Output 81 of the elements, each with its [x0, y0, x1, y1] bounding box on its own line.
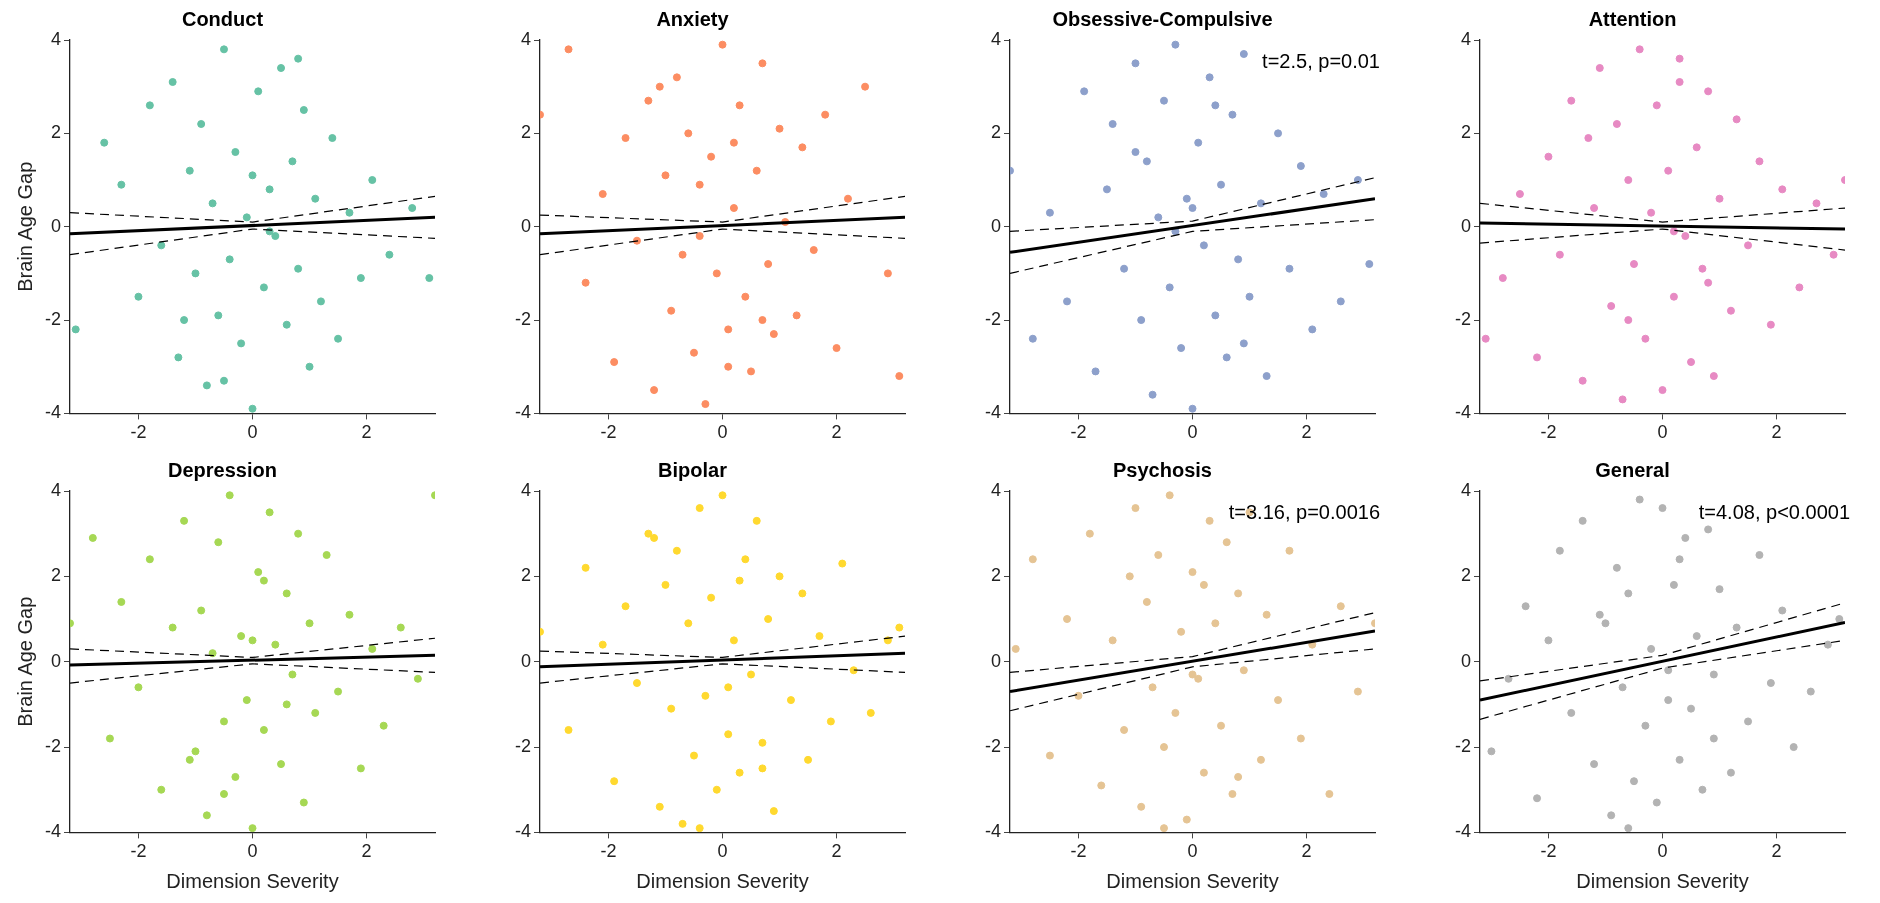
x-axis-title: Dimension Severity	[1106, 869, 1279, 892]
y-tick-label: 4	[990, 28, 1001, 49]
y-tick-label: 4	[50, 28, 61, 49]
x-axis-title: Dimension Severity	[636, 869, 809, 892]
y-tick-label: -2	[984, 736, 1001, 757]
y-tick-label: 2	[520, 122, 531, 143]
y-tick-label: 4	[990, 479, 1001, 500]
chart-title: Attention	[1588, 7, 1677, 30]
x-tick-label: 2	[361, 841, 372, 862]
x-tick-label: 0	[1187, 422, 1198, 443]
y-tick-label: 0	[1460, 215, 1471, 236]
x-tick-label: 0	[247, 422, 258, 443]
x-tick-label: 2	[831, 422, 842, 443]
y-tick-label: -4	[1454, 402, 1471, 423]
y-tick-label: 0	[990, 650, 1001, 671]
y-tick-label: 0	[50, 650, 61, 671]
x-tick-label: 2	[1771, 841, 1782, 862]
annotation: t=2.5, p=0.01	[1262, 49, 1380, 72]
x-tick-label: 2	[1301, 841, 1312, 862]
x-tick-label: -2	[600, 422, 617, 443]
y-tick-label: 2	[1460, 122, 1471, 143]
y-tick-label: -2	[1454, 736, 1471, 757]
y-tick-label: -4	[44, 821, 61, 842]
y-tick-label: 4	[50, 479, 61, 500]
y-tick-label: -2	[514, 309, 531, 330]
y-tick-label: -4	[984, 821, 1001, 842]
y-tick-label: -2	[514, 736, 531, 757]
y-tick-label: 2	[50, 565, 61, 586]
y-axis-title: Brain Age Gap	[13, 596, 36, 727]
y-tick-label: 0	[1460, 650, 1471, 671]
y-tick-label: 4	[520, 28, 531, 49]
x-tick-label: 2	[1771, 422, 1782, 443]
x-tick-label: -2	[130, 841, 147, 862]
x-tick-label: 0	[1187, 841, 1198, 862]
x-tick-label: 2	[1301, 422, 1312, 443]
x-tick-label: -2	[1540, 841, 1557, 862]
y-tick-label: -4	[984, 402, 1001, 423]
x-tick-label: 0	[247, 841, 258, 862]
x-tick-label: -2	[1070, 841, 1087, 862]
y-tick-label: -4	[44, 402, 61, 423]
annotation: t=4.08, p<0.0001	[1698, 500, 1850, 523]
y-tick-label: -2	[44, 309, 61, 330]
y-tick-label: 0	[520, 650, 531, 671]
y-tick-label: 4	[1460, 28, 1471, 49]
x-tick-label: -2	[130, 422, 147, 443]
chart-title: Psychosis	[1113, 458, 1212, 481]
chart-title: Bipolar	[658, 458, 728, 481]
y-tick-label: -2	[1454, 309, 1471, 330]
y-tick-label: -2	[44, 736, 61, 757]
y-tick-label: 0	[50, 215, 61, 236]
y-tick-label: 2	[990, 565, 1001, 586]
x-tick-label: 2	[831, 841, 842, 862]
y-tick-label: 4	[520, 479, 531, 500]
y-tick-label: 0	[520, 215, 531, 236]
x-tick-label: 0	[717, 841, 728, 862]
chart-title: Obsessive-Compulsive	[1052, 7, 1273, 30]
x-axis-title: Dimension Severity	[1576, 869, 1749, 892]
x-tick-label: 2	[361, 422, 372, 443]
chart-title: Depression	[168, 458, 277, 481]
chart-title: General	[1595, 458, 1670, 481]
y-tick-label: 2	[520, 565, 531, 586]
y-tick-label: -4	[514, 402, 531, 423]
x-tick-label: -2	[1070, 422, 1087, 443]
x-tick-label: -2	[1540, 422, 1557, 443]
y-axis-title: Brain Age Gap	[13, 161, 36, 292]
chart-title: Conduct	[181, 7, 264, 30]
x-tick-label: 0	[1657, 841, 1668, 862]
x-tick-label: 0	[1657, 422, 1668, 443]
chart-title: Anxiety	[656, 7, 730, 30]
y-tick-label: -2	[984, 309, 1001, 330]
x-axis-title: Dimension Severity	[166, 869, 339, 892]
y-tick-label: 0	[990, 215, 1001, 236]
y-tick-label: -4	[514, 821, 531, 842]
x-tick-label: -2	[600, 841, 617, 862]
y-tick-label: 2	[50, 122, 61, 143]
annotation: t=3.16, p=0.0016	[1228, 500, 1380, 523]
x-tick-label: 0	[717, 422, 728, 443]
y-tick-label: -4	[1454, 821, 1471, 842]
y-tick-label: 2	[1460, 565, 1471, 586]
y-tick-label: 4	[1460, 479, 1471, 500]
y-tick-label: 2	[990, 122, 1001, 143]
